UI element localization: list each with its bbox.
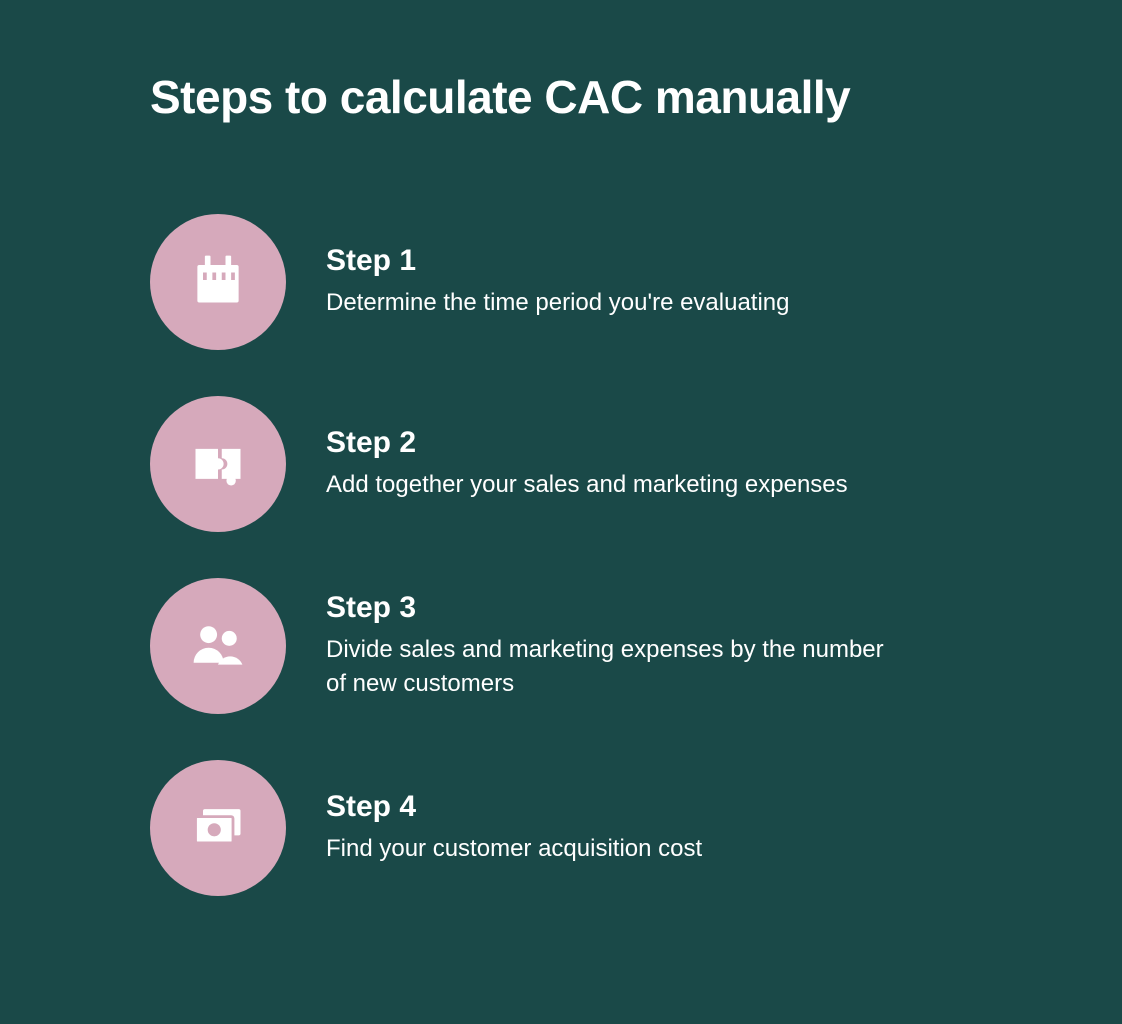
step-row: Step 1 Determine the time period you're … bbox=[150, 214, 972, 350]
people-icon bbox=[188, 614, 248, 679]
step-row: Step 4 Find your customer acquisition co… bbox=[150, 760, 972, 896]
step-description: Determine the time period you're evaluat… bbox=[326, 286, 790, 320]
step-row: Step 3 Divide sales and marketing expens… bbox=[150, 578, 972, 714]
step-heading: Step 1 bbox=[326, 244, 790, 278]
step-heading: Step 4 bbox=[326, 790, 702, 824]
step-icon-circle bbox=[150, 578, 286, 714]
step-icon-circle bbox=[150, 396, 286, 532]
step-icon-circle bbox=[150, 214, 286, 350]
step-text: Step 3 Divide sales and marketing expens… bbox=[326, 591, 886, 700]
calendar-icon bbox=[188, 250, 248, 315]
infographic-container: Steps to calculate CAC manually bbox=[0, 0, 1122, 896]
step-text: Step 2 Add together your sales and marke… bbox=[326, 426, 848, 502]
step-text: Step 1 Determine the time period you're … bbox=[326, 244, 790, 320]
steps-list: Step 1 Determine the time period you're … bbox=[150, 214, 972, 896]
step-text: Step 4 Find your customer acquisition co… bbox=[326, 790, 702, 866]
step-description: Add together your sales and marketing ex… bbox=[326, 468, 848, 502]
step-heading: Step 2 bbox=[326, 426, 848, 460]
money-icon bbox=[188, 796, 248, 861]
step-icon-circle bbox=[150, 760, 286, 896]
page-title: Steps to calculate CAC manually bbox=[150, 70, 972, 124]
step-description: Find your customer acquisition cost bbox=[326, 832, 702, 866]
step-row: Step 2 Add together your sales and marke… bbox=[150, 396, 972, 532]
puzzle-icon bbox=[188, 432, 248, 497]
step-description: Divide sales and marketing expenses by t… bbox=[326, 633, 886, 700]
step-heading: Step 3 bbox=[326, 591, 886, 625]
